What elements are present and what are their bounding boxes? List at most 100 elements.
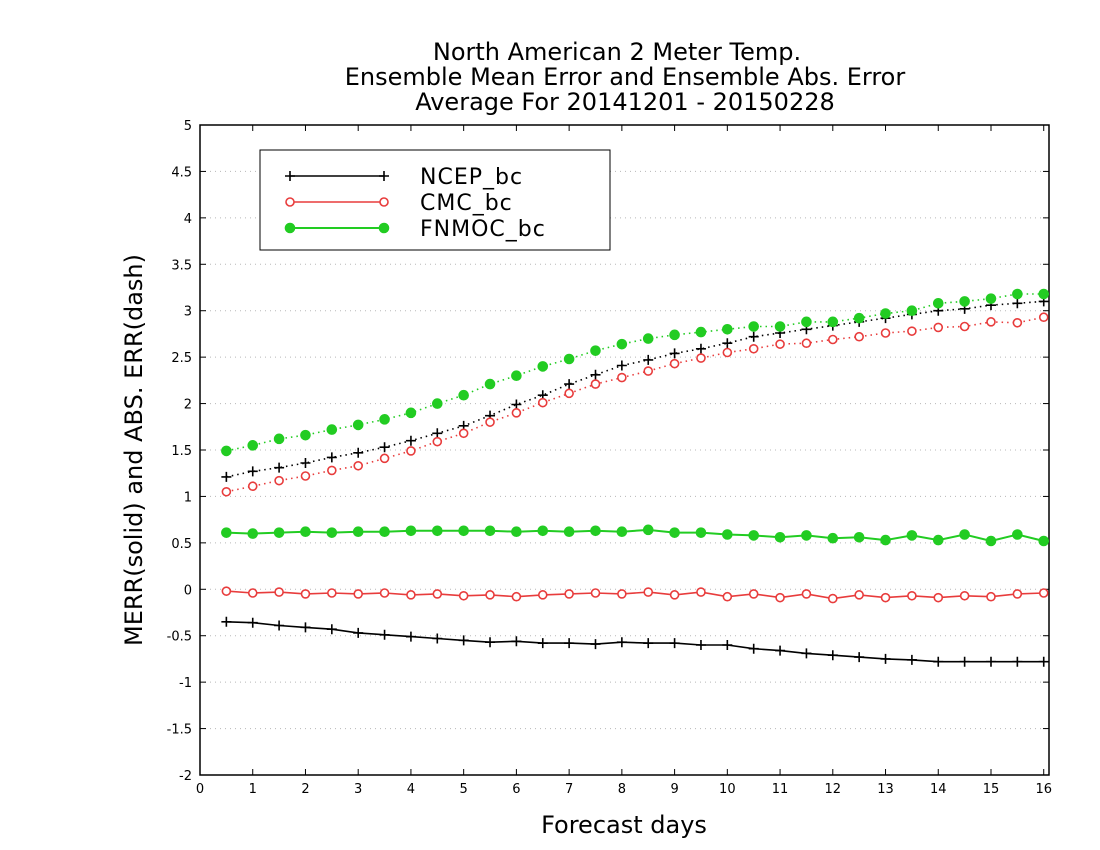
y-axis-label: MERR(solid) and ABS. ERR(dash) [120, 254, 148, 646]
legend-marker [379, 197, 389, 207]
merr-point-cmc-bc [933, 592, 944, 603]
merr-point-ncep-bc [906, 654, 917, 665]
merr-point-ncep-bc [616, 637, 627, 648]
merr-point-ncep-bc [775, 645, 786, 656]
y-tick-label: 0 [184, 583, 192, 598]
merr-point-cmc-bc [327, 588, 337, 598]
merr-point-ncep-bc [458, 635, 469, 646]
abs-err-point-fnmoc-bc [563, 353, 575, 365]
merr-point-fnmoc-bc [695, 527, 707, 538]
merr-point-cmc-bc [959, 590, 970, 601]
abs-err-point-cmc-bc [933, 322, 944, 333]
merr-point-cmc-bc [485, 590, 495, 600]
abs-err-point-cmc-bc [590, 379, 601, 389]
merr-point-ncep-bc [669, 638, 680, 649]
x-tick-label: 4 [407, 782, 415, 797]
y-tick-label: 4 [184, 212, 192, 227]
merr-point-cmc-bc [617, 589, 627, 599]
x-tick-label: 10 [719, 782, 736, 797]
series-layer [221, 288, 1050, 667]
abs-err-point-fnmoc-bc [511, 370, 522, 382]
merr-point-ncep-bc [827, 650, 838, 661]
merr-point-ncep-bc [695, 640, 706, 650]
abs-err-point-cmc-bc [722, 347, 733, 358]
merr-point-cmc-bc [379, 588, 390, 598]
merr-point-fnmoc-bc [511, 526, 522, 538]
merr-point-ncep-bc [432, 633, 443, 644]
merr-point-fnmoc-bc [959, 529, 970, 540]
abs-err-point-fnmoc-bc [247, 440, 259, 451]
abs-err-point-cmc-bc [617, 372, 627, 383]
abs-err-point-fnmoc-bc [801, 316, 812, 328]
abs-err-point-ncep-bc [432, 428, 443, 439]
abs-err-point-cmc-bc [907, 326, 917, 336]
abs-err-point-ncep-bc [379, 442, 390, 453]
merr-point-cmc-bc [669, 590, 680, 600]
x-tick-label: 12 [825, 782, 842, 797]
merr-point-fnmoc-bc [801, 530, 812, 541]
merr-point-ncep-bc [854, 652, 865, 663]
abs-err-point-ncep-bc [748, 331, 759, 342]
abs-err-point-cmc-bc [221, 486, 232, 497]
merr-point-fnmoc-bc [537, 525, 549, 537]
x-tick-label: 8 [618, 782, 626, 797]
merr-point-cmc-bc [537, 590, 548, 600]
x-tick-label: 6 [512, 782, 520, 797]
abs-err-point-fnmoc-bc [695, 326, 707, 338]
merr-point-fnmoc-bc [405, 525, 417, 537]
abs-err-point-cmc-bc [775, 339, 785, 349]
merr-point-fnmoc-bc [273, 527, 285, 538]
merr-point-fnmoc-bc [669, 527, 680, 538]
abs-err-point-ncep-bc [511, 399, 522, 410]
abs-err-point-cmc-bc [458, 428, 469, 439]
merr-point-cmc-bc [247, 588, 258, 598]
legend-marker [284, 222, 296, 234]
merr-point-fnmoc-bc [616, 526, 628, 538]
merr-line-ncep-bc [226, 621, 1044, 663]
title-line-3: Average For 20141201 - 20150228 [415, 88, 835, 116]
merr-point-fnmoc-bc [932, 534, 944, 546]
abs-err-point-ncep-bc [669, 348, 680, 359]
merr-point-ncep-bc [801, 648, 812, 659]
merr-point-fnmoc-bc [379, 526, 390, 538]
abs-err-point-ncep-bc [221, 471, 232, 482]
x-tick-label: 5 [460, 782, 468, 797]
merr-point-cmc-bc [353, 589, 363, 599]
y-tick-label: 5 [184, 119, 192, 134]
merr-point-ncep-bc [1038, 656, 1049, 667]
merr-point-cmc-bc [221, 586, 232, 596]
abs-err-point-fnmoc-bc [405, 407, 417, 419]
abs-err-point-fnmoc-bc [880, 308, 891, 319]
merr-point-fnmoc-bc [352, 526, 364, 538]
merr-point-cmc-bc [986, 591, 996, 602]
y-tick-label: 1.5 [171, 444, 192, 459]
abs-err-point-fnmoc-bc [1012, 288, 1023, 300]
title-line-1: North American 2 Meter Temp. [433, 38, 801, 66]
merr-point-ncep-bc [1012, 656, 1023, 667]
abs-err-point-fnmoc-bc [959, 296, 970, 307]
abs-err-point-cmc-bc [827, 334, 838, 345]
title-line-2: Ensemble Mean Error and Ensemble Abs. Er… [345, 63, 906, 91]
abs-err-point-fnmoc-bc [1038, 288, 1050, 300]
abs-err-line-cmc-bc [226, 316, 1044, 493]
merr-point-cmc-bc [458, 590, 469, 601]
abs-err-point-cmc-bc [537, 397, 548, 408]
y-tick-label: 1 [184, 490, 192, 505]
y-tick-label: 3.5 [171, 258, 192, 273]
merr-point-fnmoc-bc [722, 529, 733, 540]
merr-point-ncep-bc [379, 629, 390, 640]
abs-err-point-cmc-bc [959, 321, 970, 332]
abs-err-point-ncep-bc [247, 466, 258, 477]
abs-err-point-ncep-bc [300, 458, 311, 468]
abs-err-point-cmc-bc [327, 465, 337, 476]
legend-item-cmc-bc: CMC_bc [285, 191, 512, 216]
abs-err-point-ncep-bc [326, 452, 337, 463]
merr-point-fnmoc-bc [1012, 529, 1023, 540]
merr-point-ncep-bc [300, 622, 311, 633]
abs-err-point-fnmoc-bc [774, 321, 786, 332]
merr-point-fnmoc-bc [880, 534, 891, 546]
merr-point-cmc-bc [722, 591, 733, 602]
merr-point-fnmoc-bc [458, 525, 469, 537]
abs-err-point-cmc-bc [432, 436, 443, 447]
